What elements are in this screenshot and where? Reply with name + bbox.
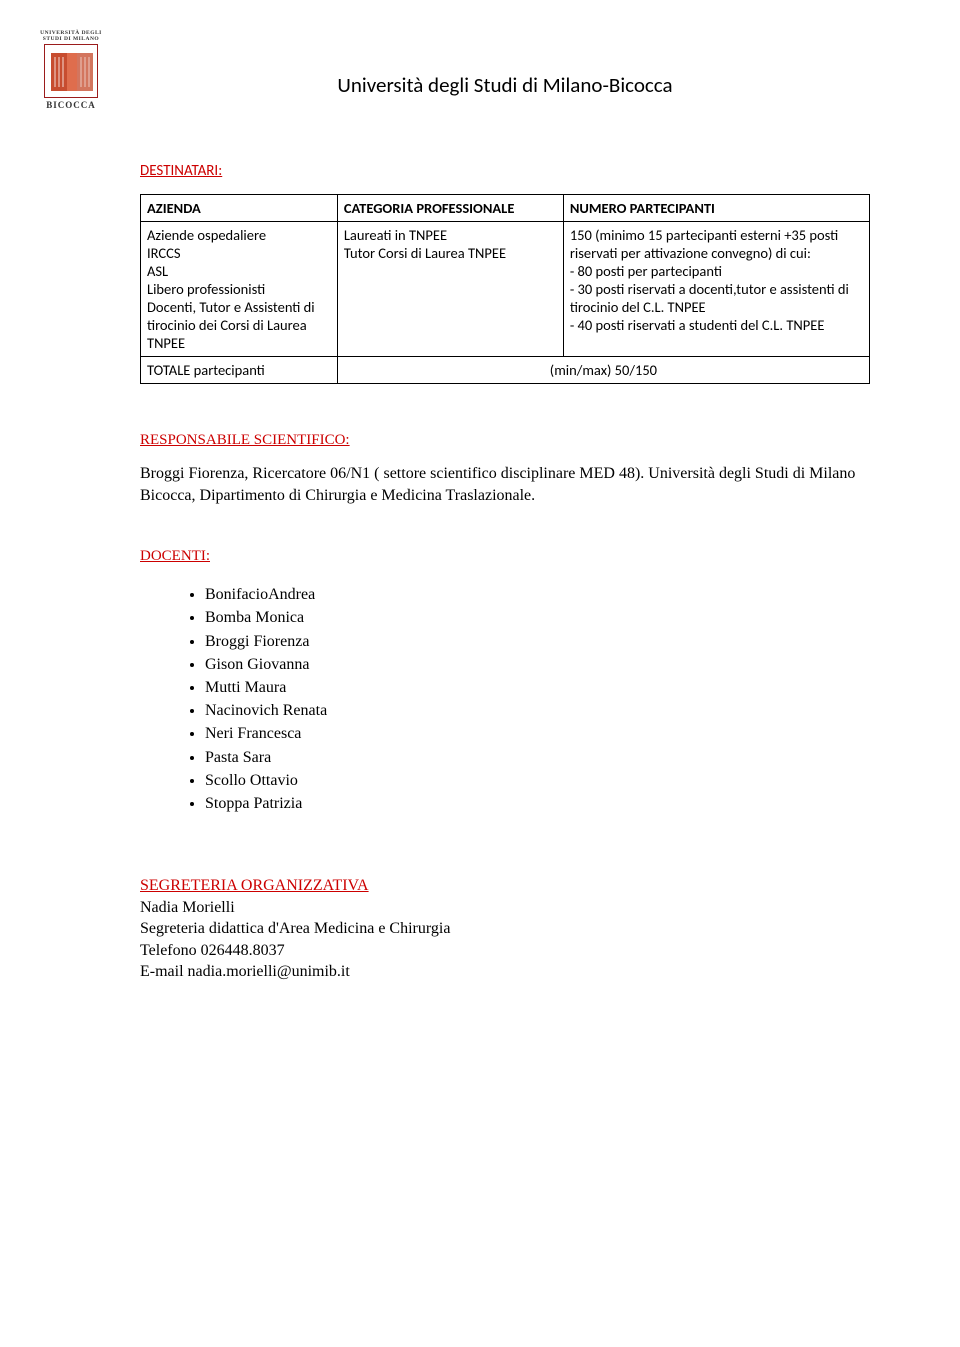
table-header-row: AZIENDA CATEGORIA PROFESSIONALE NUMERO P… <box>141 195 870 222</box>
segreteria-email: E-mail nadia.morielli@unimib.it <box>140 961 870 983</box>
docenti-list: BonifacioAndrea Bomba Monica Broggi Fior… <box>140 583 870 815</box>
list-item: Scollo Ottavio <box>205 769 870 792</box>
segreteria-phone: Telefono 026448.8037 <box>140 940 870 962</box>
col-categoria-header: CATEGORIA PROFESSIONALE <box>337 195 563 222</box>
docenti-label: DOCENTI: <box>140 548 870 565</box>
cell-numero: 150 (minimo 15 partecipanti esterni +35 … <box>563 222 869 357</box>
logo: UNIVERSITÀ DEGLI STUDI DI MILANO BICOCCA <box>36 30 106 110</box>
list-item: Nacinovich Renata <box>205 699 870 722</box>
logo-bottom-text: BICOCCA <box>36 100 106 110</box>
segreteria-name: Nadia Morielli <box>140 897 870 919</box>
list-item: BonifacioAndrea <box>205 583 870 606</box>
logo-emblem <box>44 44 98 98</box>
logo-top-text: UNIVERSITÀ DEGLI STUDI DI MILANO <box>36 30 106 42</box>
col-numero-header: NUMERO PARTECIPANTI <box>563 195 869 222</box>
list-item: Gison Giovanna <box>205 653 870 676</box>
table-row: Aziende ospedaliere IRCCS ASL Libero pro… <box>141 222 870 357</box>
segreteria-block: SEGRETERIA ORGANIZZATIVA Nadia Morielli … <box>140 875 870 983</box>
list-item: Broggi Fiorenza <box>205 630 870 653</box>
list-item: Pasta Sara <box>205 746 870 769</box>
segreteria-label: SEGRETERIA ORGANIZZATIVA <box>140 877 369 894</box>
page-title: Università degli Studi di Milano-Bicocca <box>140 72 870 98</box>
cell-totale-label: TOTALE partecipanti <box>141 357 338 384</box>
cell-azienda: Aziende ospedaliere IRCCS ASL Libero pro… <box>141 222 338 357</box>
list-item: Mutti Maura <box>205 676 870 699</box>
responsabile-label: RESPONSABILE SCIENTIFICO: <box>140 432 870 449</box>
list-item: Neri Francesca <box>205 722 870 745</box>
responsabile-text: Broggi Fiorenza, Ricercatore 06/N1 ( set… <box>140 463 870 506</box>
destinatari-table: AZIENDA CATEGORIA PROFESSIONALE NUMERO P… <box>140 194 870 384</box>
table-row: TOTALE partecipanti (min/max) 50/150 <box>141 357 870 384</box>
cell-totale-value: (min/max) 50/150 <box>337 357 869 384</box>
col-azienda-header: AZIENDA <box>141 195 338 222</box>
page-content: Università degli Studi di Milano-Bicocca… <box>0 0 960 1023</box>
segreteria-role: Segreteria didattica d'Area Medicina e C… <box>140 918 870 940</box>
cell-categoria: Laureati in TNPEE Tutor Corsi di Laurea … <box>337 222 563 357</box>
list-item: Stoppa Patrizia <box>205 792 870 815</box>
destinatari-label: DESTINATARI: <box>140 162 870 180</box>
list-item: Bomba Monica <box>205 606 870 629</box>
